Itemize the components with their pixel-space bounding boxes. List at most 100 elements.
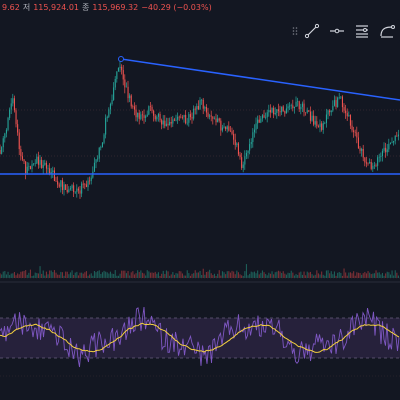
candlestick: [201, 99, 203, 101]
volume-bar: [140, 270, 142, 278]
volume-bar: [266, 275, 268, 278]
candlestick: [229, 130, 231, 132]
volume-bar: [122, 270, 124, 278]
volume-bar: [281, 273, 283, 278]
settings-lines-icon[interactable]: [350, 19, 374, 43]
candlestick: [393, 140, 395, 143]
volume-bar: [111, 273, 113, 278]
volume-bar: [369, 272, 371, 278]
candlestick: [274, 112, 276, 115]
volume-bar: [391, 270, 393, 278]
candlestick: [157, 113, 159, 117]
horizontal-ray-icon[interactable]: [325, 19, 349, 43]
volume-bar: [349, 272, 351, 278]
candlestick: [108, 109, 110, 117]
candlestick: [135, 109, 137, 118]
volume-bar: [268, 272, 270, 278]
trend-line-icon[interactable]: [300, 19, 324, 43]
candlestick: [44, 162, 46, 165]
volume-bar: [282, 271, 284, 278]
volume-bar: [108, 273, 110, 278]
candlestick: [253, 129, 255, 133]
volume-bar: [74, 272, 76, 278]
candlestick: [383, 147, 385, 151]
volume-bar: [194, 270, 196, 278]
volume-bar: [89, 274, 91, 278]
candlestick: [273, 107, 275, 115]
candlestick: [308, 110, 310, 112]
candlestick: [20, 149, 22, 157]
volume-bar: [249, 273, 251, 278]
volume-bar: [49, 270, 51, 278]
volume-bar: [367, 271, 369, 278]
volume-bar: [389, 274, 391, 278]
candlestick: [137, 112, 139, 118]
volume-bar: [285, 274, 287, 278]
candlestick: [249, 144, 251, 151]
candlestick: [369, 161, 371, 164]
volume-bar: [313, 275, 315, 278]
candlestick: [295, 101, 297, 107]
volume-bar: [146, 270, 148, 278]
price-pane[interactable]: [0, 61, 400, 199]
candlestick: [385, 147, 387, 153]
volume-bar: [2, 271, 4, 278]
volume-bar: [90, 273, 92, 278]
candlestick: [189, 114, 191, 118]
candlestick: [130, 95, 132, 107]
drag-handle-icon[interactable]: [290, 19, 300, 43]
candlestick: [81, 183, 83, 194]
volume-bar: [73, 274, 75, 278]
candlestick: [100, 147, 102, 148]
volume-bar: [92, 275, 94, 278]
volume-bar: [345, 272, 347, 278]
volume-bar: [295, 274, 297, 278]
volume-bar: [191, 273, 193, 278]
curve-icon[interactable]: [375, 19, 399, 43]
volume-bar: [388, 272, 390, 278]
candlestick: [151, 106, 153, 111]
candlestick: [375, 165, 377, 167]
candlestick: [66, 189, 68, 193]
volume-bar: [53, 270, 55, 278]
volume-bar: [370, 274, 372, 278]
volume-bar: [261, 270, 263, 278]
candlestick: [68, 189, 70, 193]
candlestick: [34, 163, 36, 164]
volume-bar: [223, 272, 225, 278]
low-value: 115,924.01: [33, 3, 79, 12]
candlestick: [218, 118, 220, 121]
candlestick: [114, 78, 116, 88]
candlestick: [129, 95, 131, 99]
trendline-anchor[interactable]: [118, 56, 124, 62]
candlestick: [228, 126, 230, 131]
volume-bar: [113, 273, 115, 278]
candlestick: [7, 117, 9, 130]
volume-bar: [66, 271, 68, 278]
volume-bar: [47, 274, 49, 278]
candlestick: [25, 161, 27, 174]
candlestick: [330, 110, 332, 113]
volume-bar: [378, 272, 380, 278]
candlestick: [12, 98, 14, 104]
descending-trendline[interactable]: [120, 58, 400, 101]
candlestick: [28, 166, 30, 167]
volume-bar: [308, 272, 310, 278]
volume-bar: [396, 272, 398, 278]
volume-bar: [361, 274, 363, 278]
volume-bar: [377, 272, 379, 278]
candlestick: [207, 112, 209, 117]
volume-bar: [41, 273, 43, 278]
volume-bar: [183, 275, 185, 278]
candlestick: [82, 183, 84, 185]
volume-bar: [241, 275, 243, 278]
candlestick: [356, 132, 358, 138]
ohlc-legend: 9.62 저 115,924.01 종 115,969.32 −40.29 (−…: [0, 0, 212, 16]
volume-bar: [185, 275, 187, 278]
candlestick: [69, 188, 71, 190]
candlestick: [116, 71, 118, 79]
rsi-pane[interactable]: [0, 306, 400, 377]
candlestick: [247, 150, 249, 153]
